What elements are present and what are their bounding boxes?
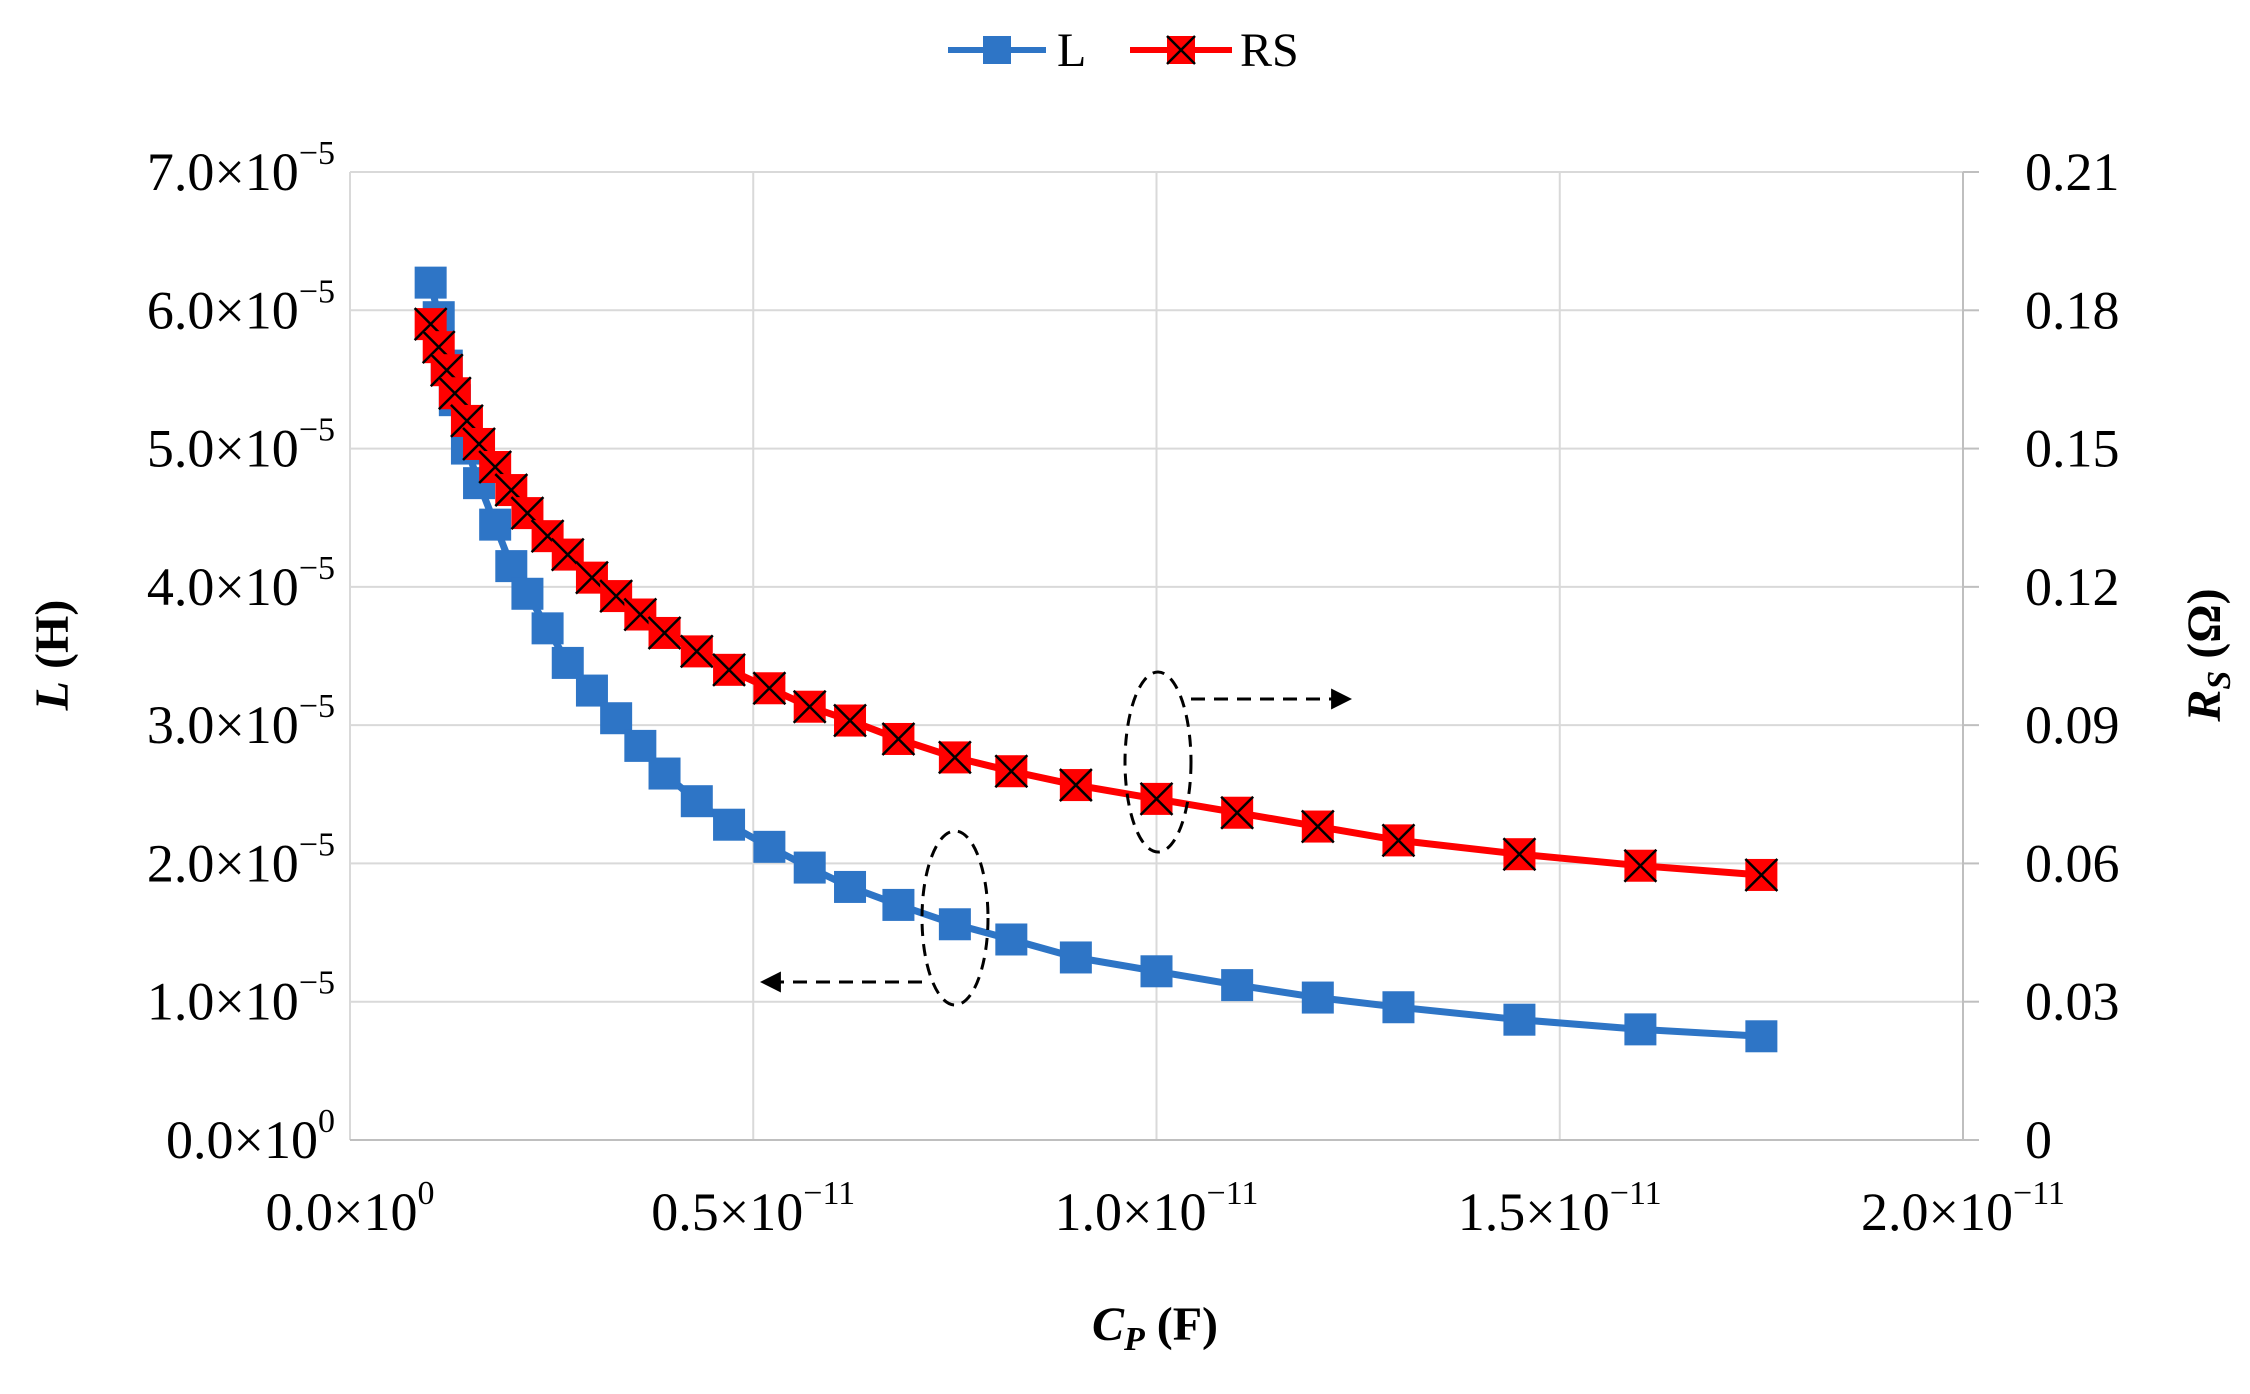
y-left-tick-label: 7.0×10−5 <box>147 135 335 202</box>
data-point-rs <box>792 689 827 724</box>
data-point-rs <box>1300 809 1335 844</box>
x-tick-label: 1.0×10−11 <box>1055 1175 1259 1242</box>
axes <box>350 172 1964 1141</box>
x-axis-title-sub: P <box>1123 1321 1145 1358</box>
data-point-l <box>793 851 826 884</box>
y-right-axis-title: RS (Ω) <box>2178 588 2238 722</box>
y-left-tick-label: 6.0×10−5 <box>147 273 335 340</box>
data-point-l <box>753 830 786 863</box>
data-point-l <box>1382 991 1415 1024</box>
data-point-rs <box>437 376 472 411</box>
x-tick-label: 0.0×100 <box>266 1175 435 1242</box>
x-axis-title: CP (F) <box>1092 1298 1218 1358</box>
data-point-l <box>1745 1020 1778 1053</box>
data-point-l <box>1221 969 1254 1002</box>
data-point-l <box>414 266 447 299</box>
data-point-rs <box>1623 848 1658 883</box>
data-point-rs <box>1220 795 1255 830</box>
x-tick-label: 1.5×10−11 <box>1458 1175 1662 1242</box>
y-left-tick-labels: 0.0×100 1.0×10−5 2.0×10−5 3.0×10−5 4.0×10−5 5… <box>147 135 335 1170</box>
y-left-tick-label: 1.0×10−5 <box>147 965 335 1032</box>
data-point-l <box>1140 955 1173 988</box>
y-left-tick-label: 5.0×10−5 <box>147 412 335 479</box>
x-axis-title-unit: (F) <box>1145 1298 1218 1351</box>
data-point-l <box>648 757 681 790</box>
data-point-rs <box>752 671 787 706</box>
y-left-axis-title-main: L <box>26 681 79 711</box>
x-tick-label: 2.0×10−11 <box>1861 1175 2065 1242</box>
data-point-rs <box>1139 782 1174 816</box>
legend-l-marker <box>983 36 1011 64</box>
data-point-rs <box>937 740 972 775</box>
data-point-l <box>511 577 544 610</box>
series-layer <box>413 266 1779 1053</box>
data-point-l <box>834 870 867 903</box>
x-tick-labels: 0.0×100 0.5×10−11 1.0×10−11 1.5×10−11 2.0×10… <box>266 1175 2065 1242</box>
data-point-rs <box>994 754 1029 789</box>
y-right-tick-label: 0.06 <box>2025 833 2120 893</box>
data-point-l <box>713 808 746 841</box>
legend-rs-marker-x <box>1166 35 1196 65</box>
data-point-rs <box>712 652 746 687</box>
annotations <box>759 670 1353 1007</box>
x-axis-title-main: C <box>1092 1298 1125 1351</box>
y-right-axis-title-main: R <box>2178 690 2231 723</box>
data-point-l <box>495 550 528 583</box>
data-point-rs <box>599 579 634 613</box>
x-tick-label: 0.5×10−11 <box>651 1175 855 1242</box>
l-series-ellipse <box>920 829 990 1007</box>
data-point-l <box>995 923 1028 956</box>
y-right-tick-label: 0.03 <box>2025 972 2120 1032</box>
data-point-l <box>531 612 564 645</box>
y-left-tick-label: 3.0×10−5 <box>147 688 335 755</box>
y-left-axis-title: L (H) <box>26 600 79 712</box>
y-right-axis-title-sub: S <box>2201 671 2238 690</box>
data-point-rs <box>1502 837 1537 872</box>
series-rs <box>413 307 1779 892</box>
y-left-tick-label: 2.0×10−5 <box>147 826 335 893</box>
data-point-l <box>624 729 657 762</box>
data-point-l <box>1059 941 1092 974</box>
data-point-l <box>575 674 608 707</box>
legend-rs-label: RS <box>1240 24 1299 77</box>
data-point-rs <box>1744 858 1779 892</box>
data-point-rs <box>1381 823 1416 858</box>
legend-l-label: L <box>1057 24 1086 77</box>
y-right-tick-labels: 0 0.03 0.06 0.09 0.12 0.15 0.18 0.21 <box>2025 142 2120 1170</box>
rs-series-ellipse <box>1123 670 1193 854</box>
data-point-l <box>551 646 584 679</box>
y-right-tick-label: 0.21 <box>2025 142 2120 202</box>
data-point-l <box>1624 1013 1657 1046</box>
y-right-tick-label: 0 <box>2025 1110 2052 1170</box>
data-point-rs <box>679 634 714 669</box>
data-point-l <box>1301 981 1334 1014</box>
y-right-axis-title-unit: (Ω) <box>2178 588 2231 670</box>
data-point-l <box>600 702 633 735</box>
y-left-axis-title-unit: (H) <box>26 600 79 681</box>
data-point-l <box>479 508 512 541</box>
data-point-l <box>882 888 915 921</box>
legend: L RS <box>948 24 1299 77</box>
data-point-l <box>938 908 971 941</box>
y-left-tick-label: 4.0×10−5 <box>147 550 335 617</box>
y-right-tick-label: 0.15 <box>2025 419 2120 479</box>
data-point-l <box>1503 1003 1536 1036</box>
y-right-tick-label: 0.09 <box>2025 695 2120 755</box>
y-right-tick-label: 0.18 <box>2025 280 2120 340</box>
data-point-rs <box>647 616 682 650</box>
data-point-rs <box>833 703 867 738</box>
y-right-tick-label: 0.12 <box>2025 557 2120 617</box>
data-point-rs <box>881 722 916 756</box>
y-left-tick-label: 0.0×100 <box>166 1103 335 1170</box>
data-point-l <box>680 785 713 818</box>
data-point-rs <box>1058 768 1093 802</box>
